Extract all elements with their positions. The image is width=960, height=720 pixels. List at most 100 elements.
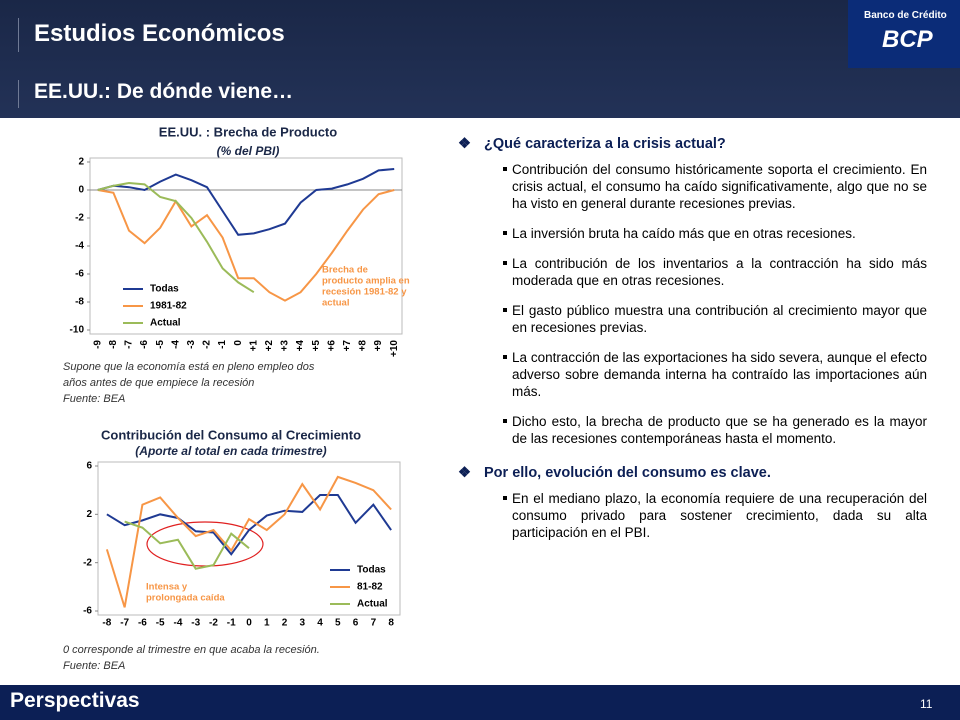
annotation: producto amplia en (322, 276, 410, 287)
x-tick-label: -7 (120, 618, 129, 629)
legend-label: Actual (150, 318, 181, 329)
footer-title: Perspectivas (10, 689, 140, 712)
chart-subtitle: (% del PBI) (217, 144, 280, 158)
y-tick-label: -10 (70, 325, 85, 336)
y-tick-label: -2 (83, 557, 92, 568)
chart-note: Supone que la economía está en pleno emp… (63, 361, 315, 373)
x-tick-label: -6 (138, 618, 147, 629)
x-tick-label: 0 (246, 618, 252, 629)
bullet-text: La contribución de los inventarios a la … (503, 256, 927, 288)
legend-label: 81-82 (357, 582, 383, 593)
legend-label: Todas (150, 284, 179, 295)
highlight-ellipse (146, 521, 264, 567)
x-tick-label: -3 (186, 340, 197, 349)
series-line (97, 181, 255, 294)
bullet-text: La contracción de las exportaciones ha s… (503, 350, 927, 399)
header-band (0, 0, 960, 118)
y-tick-label: 6 (86, 461, 92, 472)
logo: BCP (882, 26, 933, 53)
legend-label: 1981-82 (150, 301, 187, 312)
x-tick-label: -2 (202, 340, 213, 349)
logo-top: Banco de Crédito (864, 10, 947, 21)
y-tick-label: -6 (83, 606, 92, 617)
y-tick-label: 2 (86, 509, 92, 520)
x-tick-label: -5 (155, 340, 166, 349)
chart-note: Fuente: BEA (63, 393, 125, 405)
series-line (106, 494, 392, 556)
chart-note: años antes de que empiece la recesión (63, 377, 254, 389)
x-tick-label: -5 (156, 618, 165, 629)
x-tick-label: +4 (295, 340, 306, 352)
bullet-text: En el mediano plazo, la economía requier… (503, 491, 927, 540)
y-tick-label: 0 (78, 185, 84, 196)
x-tick-label: +7 (342, 340, 353, 352)
chart-note: 0 corresponde al trimestre en que acaba … (63, 644, 320, 656)
x-tick-label: 8 (388, 618, 394, 629)
x-tick-label: 5 (335, 618, 341, 629)
x-tick-label: -8 (108, 340, 119, 349)
x-tick-label: 0 (233, 340, 244, 346)
series-line (124, 520, 250, 570)
divider (18, 80, 19, 108)
x-tick-label: -1 (217, 340, 228, 349)
x-tick-label: +6 (326, 340, 337, 352)
x-tick-label: -1 (227, 618, 236, 629)
x-tick-label: +1 (248, 340, 259, 352)
x-tick-label: 1 (264, 618, 270, 629)
x-tick-label: -3 (191, 618, 200, 629)
y-tick-label: -8 (75, 297, 84, 308)
y-tick-label: -4 (75, 241, 84, 252)
x-tick-label: +8 (358, 340, 369, 352)
annotation: recesión 1981-82 y (322, 287, 407, 298)
x-tick-label: -4 (173, 618, 182, 629)
annotation: Intensa y (146, 582, 188, 593)
x-tick-label: 7 (371, 618, 377, 629)
footer-band (0, 685, 960, 720)
charts: EE.UU. : Brecha de Producto (% del PBI) 2 0… (63, 124, 410, 672)
plot-area (97, 461, 401, 616)
divider (18, 18, 19, 52)
chart-note: Fuente: BEA (63, 660, 125, 672)
series-line (105, 475, 392, 608)
x-tick-label: -8 (102, 618, 111, 629)
annotation: actual (322, 298, 349, 309)
bullet-text: El gasto público muestra una contribució… (503, 303, 927, 335)
x-tick-label: -4 (170, 340, 181, 349)
series-line (97, 189, 395, 302)
chart-title: Contribución del Consumo al Crecimiento (101, 427, 361, 442)
x-tick-label: 6 (353, 618, 359, 629)
section-heading: Por ello, evolución del consumo es clave… (452, 465, 927, 482)
x-tick-label: -6 (139, 340, 150, 349)
x-tick-label: -7 (124, 340, 135, 349)
y-tick-label: -2 (75, 213, 84, 224)
bullet-text: La inversión bruta ha caído más que en o… (503, 225, 927, 242)
bullet-text: Contribución del consumo históricamente … (503, 162, 927, 211)
logo-box: Banco de Crédito BCP (848, 0, 960, 68)
section-heading: ¿Qué caracteriza a la crisis actual? (452, 136, 927, 153)
header-subtitle: EE.UU.: De dónde viene… (34, 80, 294, 103)
y-tick-label: 2 (78, 157, 84, 168)
x-tick-label: -9 (92, 340, 103, 349)
x-tick-label: 2 (282, 618, 288, 629)
x-tick-label: -2 (209, 618, 218, 629)
x-tick-label: 4 (317, 618, 323, 629)
x-tick-label: 3 (300, 618, 306, 629)
x-tick-label: +5 (311, 340, 322, 352)
bullet-text: Dicho esto, la brecha de producto que se… (503, 414, 927, 446)
legend-label: Todas (357, 565, 386, 576)
series-line (97, 168, 395, 236)
y-tick-label: -6 (75, 269, 84, 280)
x-tick-label: +3 (280, 340, 291, 352)
chart-title: EE.UU. : Brecha de Producto (159, 124, 337, 139)
annotation: prolongada caída (146, 593, 225, 604)
chart-subtitle: (Aporte al total en cada trimestre) (135, 444, 326, 458)
x-tick-label: +2 (264, 340, 275, 352)
text-column: ¿Qué caracteriza a la crisis actual? Cont… (452, 136, 927, 554)
annotation: Brecha de (322, 265, 368, 276)
legend-label: Actual (357, 599, 388, 610)
header-title: Estudios Económicos (34, 20, 285, 47)
x-tick-label: +10 (389, 340, 400, 357)
x-tick-label: +9 (373, 340, 384, 352)
page-number: 11 (920, 697, 933, 711)
